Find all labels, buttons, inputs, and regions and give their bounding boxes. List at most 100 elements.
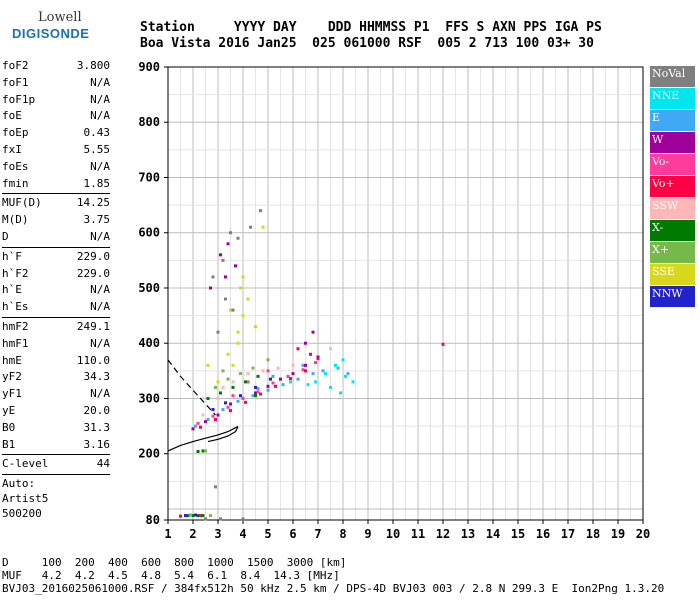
param-value: 229.0 xyxy=(76,249,110,263)
param-value: 3.800 xyxy=(76,59,110,72)
data-point-w xyxy=(229,402,232,406)
autoscaling-line1: Auto: xyxy=(2,477,36,491)
data-point-x xyxy=(239,372,242,376)
legend-item-x: X+ xyxy=(650,242,695,263)
data-point-x xyxy=(214,385,217,389)
x-tick-label: 3 xyxy=(214,527,221,541)
data-point-sse xyxy=(229,308,232,312)
data-point-x xyxy=(201,514,205,518)
param-row: D N/A xyxy=(2,229,110,246)
param-row: foE N/A xyxy=(2,108,110,125)
param-value: N/A xyxy=(90,159,110,173)
logo-digisonde-text: DIGISONDE xyxy=(12,26,90,41)
legend-item-nnw: NNW xyxy=(650,286,695,307)
data-point-w xyxy=(219,253,222,257)
data-point-noval xyxy=(204,517,207,521)
param-label: fxI xyxy=(2,142,22,156)
data-point-sse xyxy=(216,380,220,384)
param-label: B1 xyxy=(2,437,16,451)
x-tick-label: 15 xyxy=(511,527,525,541)
param-label: foF1p xyxy=(2,92,36,106)
legend-item-w: W xyxy=(650,132,695,153)
data-point-vo xyxy=(199,514,202,518)
data-point-sse xyxy=(226,352,230,356)
data-point-vo xyxy=(441,342,445,346)
footer-info: D 100 200 400 600 800 1000 1500 3000 [km… xyxy=(2,556,664,595)
profile-extrapolation-dashed xyxy=(167,359,216,416)
data-point-e xyxy=(251,394,255,398)
data-point-w xyxy=(226,242,230,246)
data-point-ssw xyxy=(291,363,295,367)
lowell-digisonde-logo: Lowell DIGISONDE xyxy=(0,0,120,48)
data-point-nnw xyxy=(254,385,257,389)
data-point-w xyxy=(204,420,207,424)
param-label: hmE xyxy=(2,353,22,367)
data-point-e xyxy=(311,372,315,376)
data-point-e xyxy=(346,372,350,376)
param-value: N/A xyxy=(90,300,110,314)
y-tick-label: 500 xyxy=(138,281,160,295)
data-point-x xyxy=(226,377,230,381)
autoscaling-line2: Artist5 xyxy=(2,492,49,506)
data-point-e xyxy=(296,377,300,381)
data-point-vo xyxy=(231,394,235,398)
param-value: 34.3 xyxy=(83,370,111,384)
data-point-sse xyxy=(236,341,240,345)
data-point-vo xyxy=(226,405,230,409)
data-point-e xyxy=(266,388,270,392)
data-point-w xyxy=(266,384,270,388)
data-point-w xyxy=(216,413,220,417)
y-tick-label: 900 xyxy=(138,60,160,74)
x-tick-label: 5 xyxy=(264,527,271,541)
param-row: C-level 44 xyxy=(2,456,110,473)
data-point-w xyxy=(311,330,315,334)
data-point-nnw xyxy=(224,401,227,405)
param-value: 1.85 xyxy=(83,176,111,190)
data-point-vo xyxy=(266,369,270,373)
x-tick-label: 4 xyxy=(239,527,246,541)
data-point-w xyxy=(291,372,295,376)
param-label: fmin xyxy=(2,176,29,190)
data-point-vo xyxy=(241,396,245,400)
data-point-x xyxy=(256,374,260,378)
x-tick-label: 13 xyxy=(461,527,475,541)
data-point-nne xyxy=(324,372,327,376)
data-point-vo xyxy=(246,380,250,384)
data-point-nnw xyxy=(211,408,215,412)
data-point-ssw xyxy=(329,347,332,351)
legend-item-sse: SSE xyxy=(650,264,695,285)
header-values: Boa Vista 2016 Jan25 025 061000 RSF 005 … xyxy=(140,36,594,51)
data-point-vo xyxy=(199,425,202,429)
param-row: fmin 1.85 xyxy=(2,176,110,193)
data-point-noval xyxy=(231,308,235,312)
param-value: 3.75 xyxy=(83,213,111,227)
data-point-nnw xyxy=(184,514,187,518)
x-tick-label: 14 xyxy=(486,527,500,541)
x-tick-label: 7 xyxy=(314,527,321,541)
data-point-nne xyxy=(334,363,337,367)
profile-lower-branch xyxy=(207,426,239,443)
param-row: yF1 N/A xyxy=(2,386,110,403)
param-divider xyxy=(2,454,110,456)
data-point-e xyxy=(256,387,260,391)
legend-item-e: E xyxy=(650,110,695,131)
data-point-vo xyxy=(304,369,307,373)
data-point-x xyxy=(196,449,200,453)
data-point-vo xyxy=(286,374,290,378)
data-point-noval xyxy=(249,225,252,229)
param-row: foF2 3.800 xyxy=(2,58,110,75)
data-point-w xyxy=(234,264,237,268)
header-labels: Station YYYY DAY DDD HHMMSS P1 FFS S AXN… xyxy=(140,20,602,35)
data-point-vo xyxy=(296,347,300,351)
footer-muf-row: MUF 4.2 4.2 4.5 4.8 5.4 6.1 8.4 14.3 [MH… xyxy=(2,569,340,582)
param-value: 110.0 xyxy=(76,353,110,367)
param-value: N/A xyxy=(90,229,110,243)
param-label: foF2 xyxy=(2,59,29,72)
x-tick-label: 17 xyxy=(561,527,575,541)
data-point-x xyxy=(191,514,195,518)
data-point-nnw xyxy=(239,394,242,398)
data-point-w xyxy=(254,391,257,395)
data-point-noval xyxy=(219,517,222,521)
legend-item-noval: NoVal xyxy=(650,66,695,87)
y-tick-label: 700 xyxy=(138,170,160,184)
